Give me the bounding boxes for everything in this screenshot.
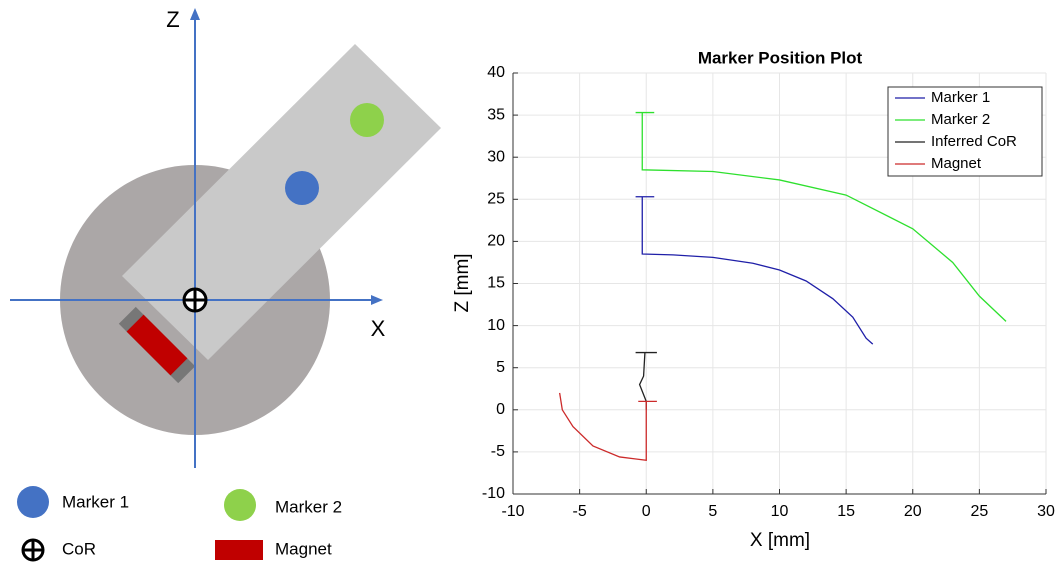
- legend-marker-2: [224, 489, 256, 521]
- y-axis-title: Z [mm]: [452, 253, 473, 312]
- legend-text: CoR: [62, 539, 96, 558]
- x-tick-label: 0: [642, 503, 651, 520]
- x-tick-label: -10: [501, 503, 524, 520]
- series-line: [635, 111, 1007, 322]
- x-tick-label: 15: [837, 503, 855, 520]
- y-tick-label: 40: [487, 64, 505, 81]
- y-tick-label: 35: [487, 106, 505, 123]
- arrow: [371, 295, 383, 305]
- y-tick-label: 5: [496, 359, 505, 376]
- legend-text: Marker 1: [62, 492, 129, 511]
- series-line: [635, 196, 874, 345]
- marker-1: [285, 171, 319, 205]
- series-line: [558, 392, 657, 462]
- x-axis-title: X [mm]: [750, 530, 810, 551]
- y-tick-label: 25: [487, 191, 505, 208]
- y-tick-label: -10: [482, 485, 505, 502]
- plot: Marker Position Plot X [mm] Z [mm] -10 -5…: [452, 48, 1055, 551]
- chart-title: Marker Position Plot: [698, 48, 863, 67]
- x-tick-label: -5: [573, 503, 587, 520]
- z-label: Z: [166, 7, 179, 32]
- y-tick-label: 20: [487, 233, 505, 250]
- x-tick-label: 5: [708, 503, 717, 520]
- legend-magnet: [215, 540, 263, 560]
- legend-label: Magnet: [931, 155, 982, 172]
- y-tick-label: 10: [487, 317, 505, 334]
- cor-symbol: [182, 287, 208, 313]
- arrow: [190, 8, 200, 20]
- legend-box: [887, 86, 1043, 177]
- x-tick-label: 30: [1037, 503, 1055, 520]
- legend-label: Inferred CoR: [931, 133, 1017, 150]
- y-tick-label: 15: [487, 275, 505, 292]
- diagram: Z X Marker 1 Marker 2 CoR Magnet: [10, 7, 441, 562]
- x-tick-label: 25: [970, 503, 988, 520]
- marker-2: [350, 103, 384, 137]
- y-tick-label: 30: [487, 148, 505, 165]
- magnet: [118, 306, 196, 384]
- legend-label: Marker 2: [931, 111, 990, 128]
- legend-text: Magnet: [275, 539, 332, 558]
- legend-marker-1: [17, 486, 49, 518]
- magnet-body: [126, 314, 188, 376]
- x-tick-label: 20: [904, 503, 922, 520]
- y-tick-label: 0: [496, 401, 505, 418]
- x-tick-label: 10: [771, 503, 789, 520]
- x-label: X: [371, 316, 386, 341]
- legend-text: Marker 2: [275, 497, 342, 516]
- y-tick-label: -5: [491, 443, 505, 460]
- legend-label: Marker 1: [931, 89, 990, 106]
